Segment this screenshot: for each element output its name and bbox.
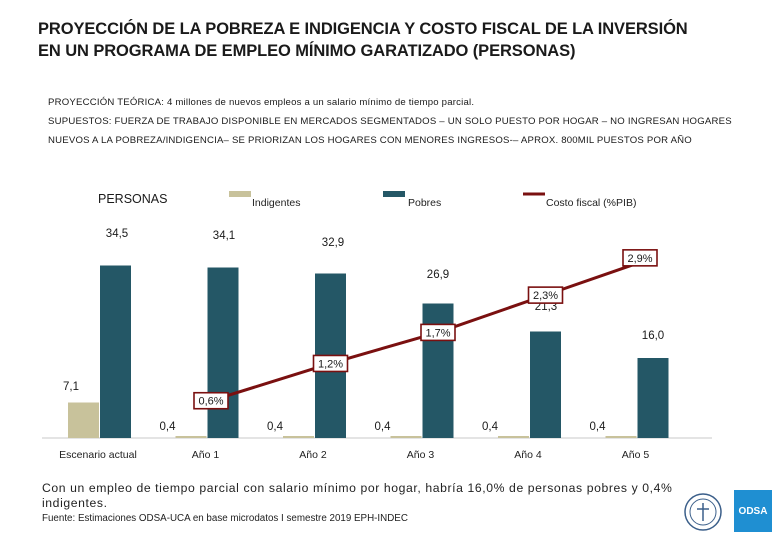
data-label-indigentes: 0,4 <box>267 421 284 433</box>
data-label-pobres: 34,5 <box>106 228 128 240</box>
costo-fiscal-label: 1,2% <box>318 358 343 370</box>
bar-indigentes <box>390 436 422 438</box>
page-title: PROYECCIÓN DE LA POBREZA E INDIGENCIA Y … <box>38 18 778 62</box>
legend-swatch-indigentes <box>229 191 251 197</box>
bar-pobres <box>100 265 131 438</box>
bar-indigentes <box>498 436 529 438</box>
costo-fiscal-label-box <box>622 249 658 267</box>
title-line-1: PROYECCIÓN DE LA POBREZA E INDIGENCIA Y … <box>38 20 688 38</box>
x-tick-label: Año 3 <box>407 449 435 461</box>
costo-fiscal-label-box <box>420 323 456 342</box>
x-tick-label: Año 2 <box>299 449 327 461</box>
data-label-pobres: 32,9 <box>322 237 344 249</box>
bar-indigentes <box>175 436 207 438</box>
data-label-pobres: 34,1 <box>213 230 235 242</box>
bar-pobres <box>530 331 561 438</box>
bar-indigentes <box>68 402 99 438</box>
data-label-indigentes: 0,4 <box>590 421 607 433</box>
bar-indigentes <box>283 436 314 438</box>
x-tick-label: Año 4 <box>514 449 542 461</box>
data-label-indigentes: 7,1 <box>63 381 79 393</box>
source-note: Fuente: Estimaciones ODSA-UCA en base mi… <box>42 513 408 524</box>
legend-label-indigentes: Indigentes <box>252 197 300 209</box>
data-label-pobres: 16,0 <box>642 330 664 342</box>
costo-fiscal-label-box <box>527 286 564 304</box>
bar-indigentes <box>605 436 637 438</box>
costo-fiscal-label: 2,3% <box>533 290 558 302</box>
data-label-pobres: 26,9 <box>427 269 449 281</box>
x-tick-label: Escenario actual <box>59 449 137 461</box>
bar-pobres <box>207 267 239 438</box>
x-tick-label: Año 5 <box>622 449 650 461</box>
assumptions-note-1: SUPUESTOS: FUERZA DE TRABAJO DISPONIBLE … <box>48 116 732 127</box>
legend-label-costo: Costo fiscal (%PIB) <box>546 197 636 209</box>
data-label-indigentes: 0,4 <box>482 421 499 433</box>
legend-label-pobres: Pobres <box>408 197 441 209</box>
costo-fiscal-label-box <box>312 354 349 373</box>
title-line-2: EN UN PROGRAMA DE EMPLEO MÍNIMO GARATIZA… <box>38 42 576 60</box>
data-label-pobres: 21,3 <box>535 301 557 313</box>
odsa-logo: ODSA <box>734 490 772 532</box>
data-label-indigentes: 0,4 <box>160 421 177 433</box>
costo-fiscal-label: 0,6% <box>198 396 223 408</box>
footer-conclusion: Con un empleo de tiempo parcial con sala… <box>42 481 673 510</box>
costo-fiscal-label-box <box>193 391 229 410</box>
uca-seal-icon <box>684 493 722 531</box>
assumptions-note-2: NUEVOS A LA POBREZA/INDIGENCIA– SE PRIOR… <box>48 135 692 146</box>
data-label-indigentes: 0,4 <box>375 421 392 433</box>
projection-note: PROYECCIÓN TEÓRICA: 4 millones de nuevos… <box>48 97 475 108</box>
costo-fiscal-label: 1,7% <box>425 327 450 339</box>
y-axis-label: PERSONAS <box>98 192 167 206</box>
costo-fiscal-label: 2,9% <box>627 253 652 265</box>
x-tick-label: Año 1 <box>192 449 220 461</box>
bar-pobres <box>637 358 669 438</box>
legend-swatch-pobres <box>383 191 405 197</box>
